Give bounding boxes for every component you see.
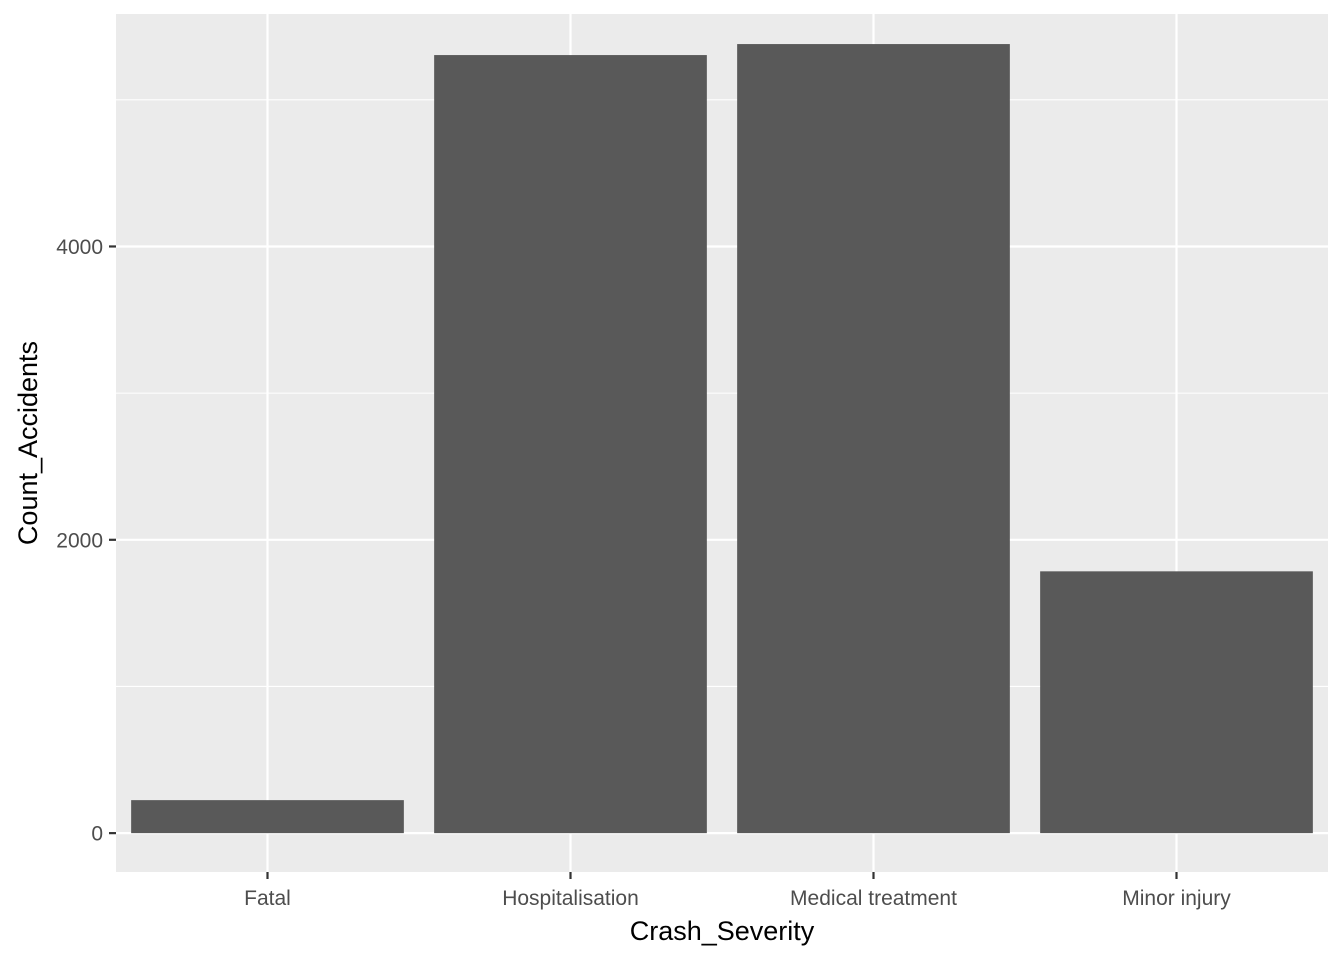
x-axis-title: Crash_Severity — [630, 916, 815, 946]
y-tick-label: 2000 — [56, 529, 103, 552]
y-axis: 0 2000 4000 — [56, 236, 116, 846]
bar-hospitalisation — [434, 55, 707, 834]
x-tick-label: Hospitalisation — [502, 887, 639, 910]
x-tick-label: Minor injury — [1122, 887, 1231, 910]
y-tick-label: 4000 — [56, 236, 103, 259]
bars — [131, 44, 1313, 834]
bar-fatal — [131, 800, 404, 834]
x-tick-label: Medical treatment — [790, 887, 957, 910]
bar-minor-injury — [1040, 571, 1313, 834]
bar-medical-treatment — [737, 44, 1010, 834]
x-tick-label: Fatal — [244, 887, 291, 910]
x-axis: Fatal Hospitalisation Medical treatment Min… — [244, 872, 1231, 910]
y-axis-title: Count_Accidents — [13, 341, 43, 545]
y-tick-label: 0 — [91, 823, 103, 846]
